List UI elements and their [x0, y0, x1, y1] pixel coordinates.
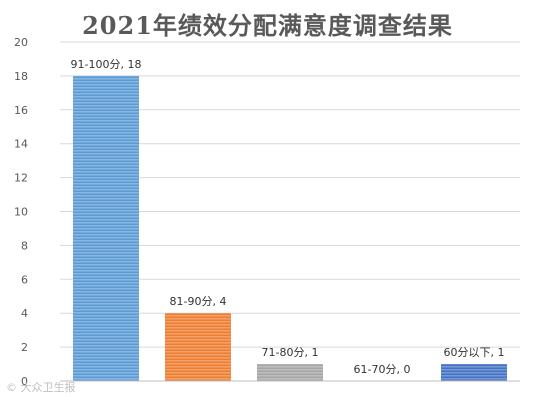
bar-texture: [441, 364, 507, 381]
bar-texture: [73, 75, 139, 382]
data-label: 81-90分, 4: [170, 295, 227, 308]
y-tick-label: 18: [14, 70, 28, 83]
watermark: © 大众卫生报: [6, 381, 76, 394]
data-label: 71-80分, 1: [262, 346, 319, 359]
bars: [73, 75, 507, 382]
y-tick-label: 20: [14, 36, 28, 49]
y-tick-label: 12: [14, 172, 28, 185]
y-tick-label: 2: [21, 341, 28, 354]
data-labels: 91-100分, 18 81-90分, 4 71-80分, 1 61-70分, 0 60…: [71, 58, 505, 376]
data-label: 60分以下, 1: [444, 346, 505, 359]
y-axis-ticks: 0 2 4 6 8 10 12 14 16 18 20: [14, 36, 28, 388]
data-label: 61-70分, 0: [354, 363, 411, 376]
data-label: 91-100分, 18: [71, 58, 142, 71]
y-tick-label: 8: [21, 239, 28, 252]
bar-texture: [165, 313, 231, 381]
y-tick-label: 16: [14, 104, 28, 117]
y-tick-label: 14: [14, 138, 28, 151]
chart-title: 2021年绩效分配满意度调查结果: [82, 11, 453, 40]
y-tick-label: 6: [21, 273, 28, 286]
y-tick-label: 0: [21, 375, 28, 388]
y-tick-label: 4: [21, 307, 28, 320]
y-tick-label: 10: [14, 206, 28, 219]
bar-texture: [257, 364, 323, 381]
